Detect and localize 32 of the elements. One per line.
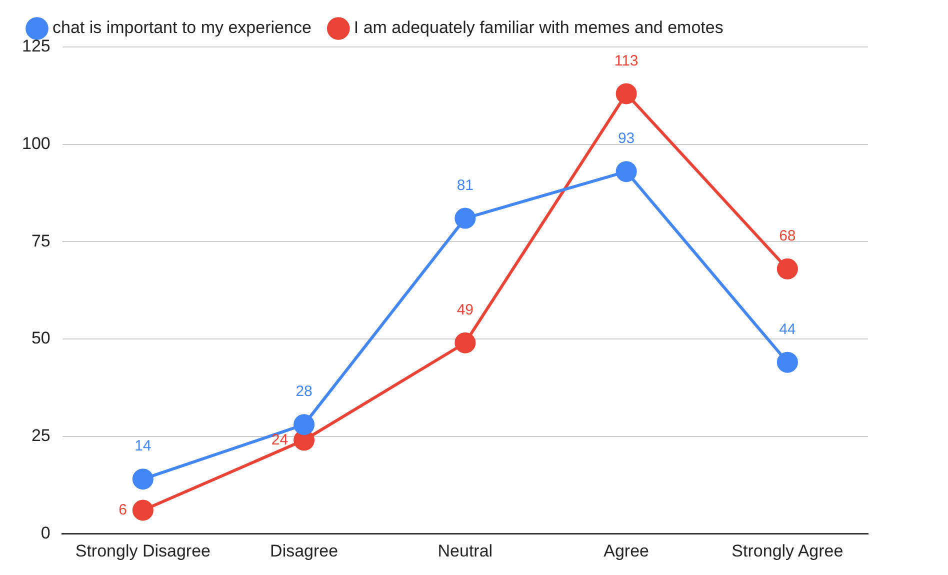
data-label: 28 <box>296 383 312 400</box>
y-tick-label: 50 <box>31 328 50 348</box>
x-tick-label: Disagree <box>270 541 338 560</box>
point <box>132 500 154 521</box>
point <box>776 258 798 280</box>
data-label: 14 <box>134 438 152 455</box>
data-label: 81 <box>456 176 474 194</box>
x-tick-label: Agree <box>604 541 649 560</box>
point <box>454 332 476 354</box>
data-label: 113 <box>614 52 638 70</box>
y-tick-label: 0 <box>40 523 50 542</box>
x-tick-label: Neutral <box>438 541 493 560</box>
point <box>616 83 637 104</box>
data-label: 24 <box>271 431 288 448</box>
x-tick-label: Strongly Disagree <box>75 541 210 560</box>
data-label: 49 <box>456 301 474 318</box>
data-label: 6 <box>118 501 127 518</box>
point <box>132 468 154 490</box>
point <box>616 161 637 182</box>
legend-label: I am adequately familiar with memes and emotes <box>354 18 724 38</box>
point <box>454 208 476 229</box>
point <box>776 352 798 373</box>
data-label: 93 <box>618 130 635 148</box>
y-tick-label: 125 <box>22 36 50 56</box>
point <box>294 414 315 436</box>
y-tick-label: 100 <box>22 134 50 154</box>
y-tick-label: 25 <box>31 426 50 445</box>
x-tick-label: Strongly Agree <box>732 541 844 560</box>
y-tick-label: 75 <box>31 231 50 250</box>
legend-label: chat is important to my experience <box>52 18 312 38</box>
data-label: 44 <box>779 320 796 338</box>
data-label: 68 <box>779 228 796 245</box>
